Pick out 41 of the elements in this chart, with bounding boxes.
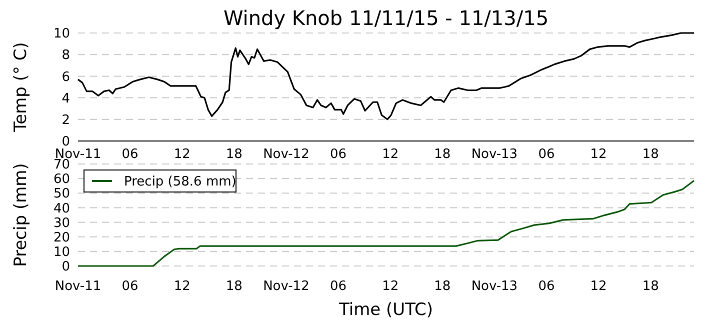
x-tick-label: 06 [538,279,555,294]
x-axis-title: Time (UTC) [338,300,433,320]
x-tick-label: 18 [642,279,659,294]
y-tick-label: 40 [53,201,70,216]
x-tick-label: 12 [590,279,607,294]
x-tick-label: Nov-11 [54,279,102,294]
y-tick-label: 10 [53,244,70,260]
x-tick-label: 06 [330,279,347,294]
y-tick-label: 20 [53,230,70,246]
x-tick-label: 12 [174,279,190,294]
y-axis-title: Precip (mm) [11,163,31,267]
x-tick-label: 12 [590,147,607,162]
x-tick-label: 18 [642,147,659,162]
y-tick-label: 2 [62,112,70,128]
x-tick-label: 12 [382,279,399,294]
y-tick-label: 60 [53,172,70,188]
y-tick-label: 0 [62,260,70,275]
chart-title: Windy Knob 11/11/15 - 11/13/15 [223,6,549,30]
y-axis-title: Temp (° C) [11,42,31,133]
x-tick-label: 06 [122,279,138,294]
x-tick-label: Nov-13 [471,147,518,162]
y-tick-label: 4 [62,91,70,106]
x-tick-label: 06 [330,147,347,162]
y-tick-label: 50 [53,186,70,202]
y-tick-label: 8 [62,48,70,64]
x-tick-label: Nov-12 [263,147,310,162]
x-tick-label: 18 [434,147,451,162]
y-tick-label: 30 [53,216,70,231]
x-tick-label: 12 [174,147,190,162]
x-tick-label: Nov-13 [471,279,518,294]
x-tick-label: 18 [226,147,242,162]
x-tick-label: 12 [382,147,399,162]
x-tick-label: 06 [538,147,555,162]
legend-label: Precip (58.6 mm) [124,174,236,190]
x-tick-label: 18 [226,279,242,294]
y-tick-label: 0 [62,134,70,150]
y-tick-label: 10 [53,26,70,42]
x-tick-label: Nov-12 [263,279,310,294]
x-tick-label: 18 [434,279,451,294]
x-tick-label: 06 [122,147,138,162]
y-tick-label: 6 [62,70,70,85]
